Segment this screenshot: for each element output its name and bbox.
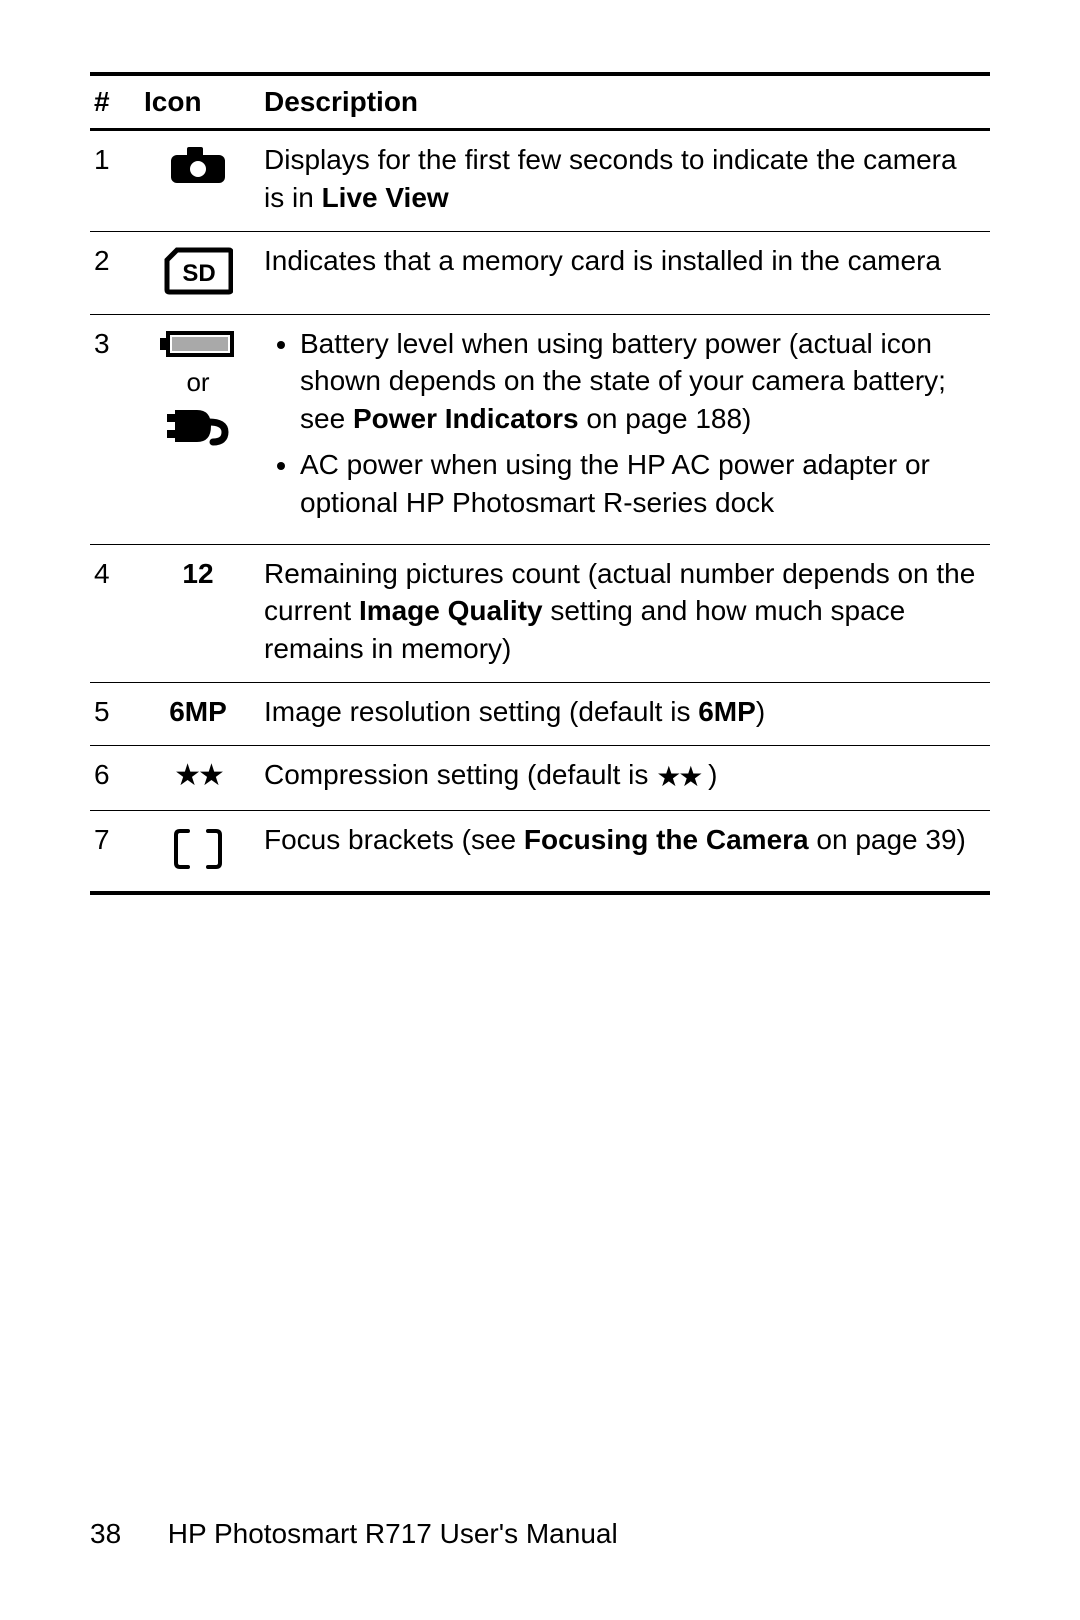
count-icon: 12 [140,544,260,682]
table-row: 7 Focus brackets (see Focusing the Camer… [90,811,990,894]
header-num: # [90,74,140,130]
desc-bullet: Battery level when using battery power (… [300,325,982,438]
desc-bullet: AC power when using the HP AC power adap… [300,446,982,522]
page-number: 38 [90,1518,160,1550]
table-row: 2 SD Indicates that a memory card is ins… [90,231,990,314]
desc-text: Image resolution setting (default is [264,696,698,727]
row-num: 1 [90,130,140,232]
header-icon: Icon [140,74,260,130]
desc-bold: 6MP [698,696,756,727]
table-row: 4 12 Remaining pictures count (actual nu… [90,544,990,682]
battery-icon [158,329,238,359]
desc-text: on page 39) [809,824,966,855]
table-row: 1 Displays for the first few seconds to … [90,130,990,232]
desc-text: ) [756,696,765,727]
manual-title: HP Photosmart R717 User's Manual [168,1518,618,1549]
row-desc: Compression setting (default is ★★ ) [260,745,990,811]
sd-card-icon: SD [140,231,260,314]
table-row: 3 or [90,314,990,544]
ac-plug-icon [163,406,233,446]
row-desc: Remaining pictures count (actual number … [260,544,990,682]
row-desc: Image resolution setting (default is 6MP… [260,682,990,745]
resolution-label: 6MP [169,696,227,727]
count-label: 12 [182,558,213,589]
compression-stars-icon: ★★ [140,745,260,811]
row-desc: Battery level when using battery power (… [260,314,990,544]
row-num: 6 [90,745,140,811]
desc-text: Compression setting (default is [264,759,656,790]
bullet-text: on page 188) [579,403,752,434]
desc-text: ) [700,759,717,790]
row-num: 5 [90,682,140,745]
row-desc: Indicates that a memory card is installe… [260,231,990,314]
desc-bold: Focusing the Camera [524,824,809,855]
svg-text:SD: SD [182,260,215,287]
desc-bold: Live View [322,182,449,213]
power-icons: or [140,314,260,544]
bullet-bold: Power Indicators [353,403,579,434]
manual-page: # Icon Description 1 Displays for the fi… [0,0,1080,1620]
row-desc: Focus brackets (see Focusing the Camera … [260,811,990,894]
row-num: 4 [90,544,140,682]
row-num: 7 [90,811,140,894]
camera-icon [140,130,260,232]
icon-reference-table: # Icon Description 1 Displays for the fi… [90,72,990,895]
page-footer: 38 HP Photosmart R717 User's Manual [90,1518,618,1550]
or-label: or [144,365,252,400]
resolution-icon: 6MP [140,682,260,745]
focus-brackets-icon [140,811,260,894]
header-desc: Description [260,74,990,130]
table-row: 5 6MP Image resolution setting (default … [90,682,990,745]
desc-text: Focus brackets (see [264,824,524,855]
row-desc: Displays for the first few seconds to in… [260,130,990,232]
row-num: 2 [90,231,140,314]
desc-bold: Image Quality [359,595,543,626]
table-row: 6 ★★ Compression setting (default is ★★ … [90,745,990,811]
inline-stars-icon: ★★ [656,761,700,792]
row-num: 3 [90,314,140,544]
table-header-row: # Icon Description [90,74,990,130]
